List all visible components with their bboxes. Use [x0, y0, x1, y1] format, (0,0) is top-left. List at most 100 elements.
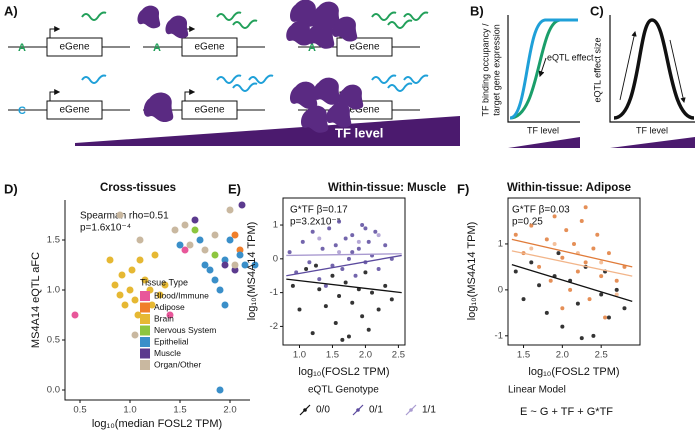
gene-box [336, 37, 393, 57]
tf-protein [326, 102, 352, 128]
axes [507, 15, 580, 123]
point [327, 226, 332, 231]
promoter-arrow [49, 89, 61, 101]
legend-label: Adipose [154, 302, 185, 312]
point [360, 223, 365, 228]
point [572, 241, 576, 246]
legend-icon-dot [356, 408, 360, 412]
point [126, 286, 134, 294]
point [622, 306, 627, 311]
axes [64, 200, 250, 401]
point [141, 276, 149, 284]
point [606, 315, 611, 320]
point [583, 260, 588, 265]
point [389, 297, 394, 302]
point [346, 256, 351, 261]
gene-label: eGene [194, 42, 224, 53]
y-tick-label: 1 [273, 220, 278, 231]
annotation: G*TF β=0.03 [512, 205, 570, 216]
model-title: Linear Model [508, 385, 566, 396]
annotation: eQTL effect [547, 52, 594, 62]
transcript [248, 74, 274, 84]
point [579, 218, 584, 223]
tf-protein [313, 77, 341, 105]
legend-title: Tissue Type [140, 277, 188, 287]
panel-a: eGeneAeGeneAeGeneAeGeneCeGeneCeGeneC [8, 0, 429, 133]
point [370, 290, 375, 295]
tf-level-label: TF level [335, 125, 383, 140]
point [151, 251, 159, 259]
point [226, 206, 234, 214]
point [211, 231, 219, 239]
panel-label: C) [590, 3, 604, 18]
point [583, 205, 588, 210]
point [118, 271, 126, 279]
point [356, 239, 361, 244]
point [181, 246, 189, 254]
y-label: eQTL effect size [592, 37, 602, 102]
legend-icon-dot [409, 408, 413, 412]
panel-label: A) [4, 3, 18, 18]
chart-title: Within-tissue: Adipose [507, 182, 631, 194]
point [591, 246, 596, 251]
effect-arrow [538, 57, 547, 78]
point [307, 260, 312, 265]
point [121, 301, 129, 309]
point [201, 261, 209, 269]
gene-label: eGene [59, 105, 89, 116]
y-tick-label: 0 [498, 284, 503, 295]
tf-protein [137, 5, 161, 29]
x-axis-label: log₁₀(FOSL2 TPM) [298, 366, 389, 378]
point [513, 269, 518, 274]
fit-line [286, 254, 402, 277]
point [323, 304, 328, 309]
point [134, 311, 142, 319]
point [206, 266, 214, 274]
axes [609, 15, 695, 123]
transcript [403, 74, 429, 84]
annotation: p=1.6x10⁻⁴ [80, 223, 131, 234]
transcript [216, 74, 242, 84]
point [599, 260, 604, 265]
y-axis-label: log₁₀(MS4A14 TPM) [246, 222, 258, 321]
point [376, 307, 381, 312]
fall-arrow [669, 39, 686, 104]
point [548, 278, 553, 283]
point [116, 211, 124, 219]
y-tick-label: 1.5 [47, 235, 60, 246]
plot-frame [282, 197, 406, 346]
point [595, 232, 600, 237]
point [231, 261, 239, 269]
point [317, 277, 322, 282]
annotation: G*TF β=0.17 [290, 205, 348, 216]
point [529, 260, 534, 265]
point [310, 331, 315, 336]
gene-label: eGene [349, 42, 379, 53]
transcript [232, 82, 258, 92]
point [560, 324, 565, 329]
point [599, 274, 604, 279]
plot-frame [507, 197, 641, 346]
point [116, 291, 124, 299]
x-tick-label: 1.5 [173, 405, 186, 416]
point [544, 310, 549, 315]
legend-title: eQTL Genotype [308, 385, 379, 396]
point [599, 292, 604, 297]
x-tick-label: 1.5 [326, 350, 339, 361]
legend-icon-dot [303, 408, 307, 412]
transcript [387, 19, 413, 29]
bell-curve [613, 18, 695, 120]
fit-line [511, 263, 633, 302]
allele: A [308, 42, 316, 54]
promoter-arrow [49, 26, 61, 38]
point [191, 216, 199, 224]
annotation: Spearman rho=0.51 [80, 211, 169, 222]
y-label: target gene expression [491, 24, 501, 116]
point [552, 241, 557, 246]
gene-label: eGene [194, 105, 224, 116]
point [176, 241, 184, 249]
x-tick-label: 2.5 [392, 350, 405, 361]
point [383, 243, 388, 248]
